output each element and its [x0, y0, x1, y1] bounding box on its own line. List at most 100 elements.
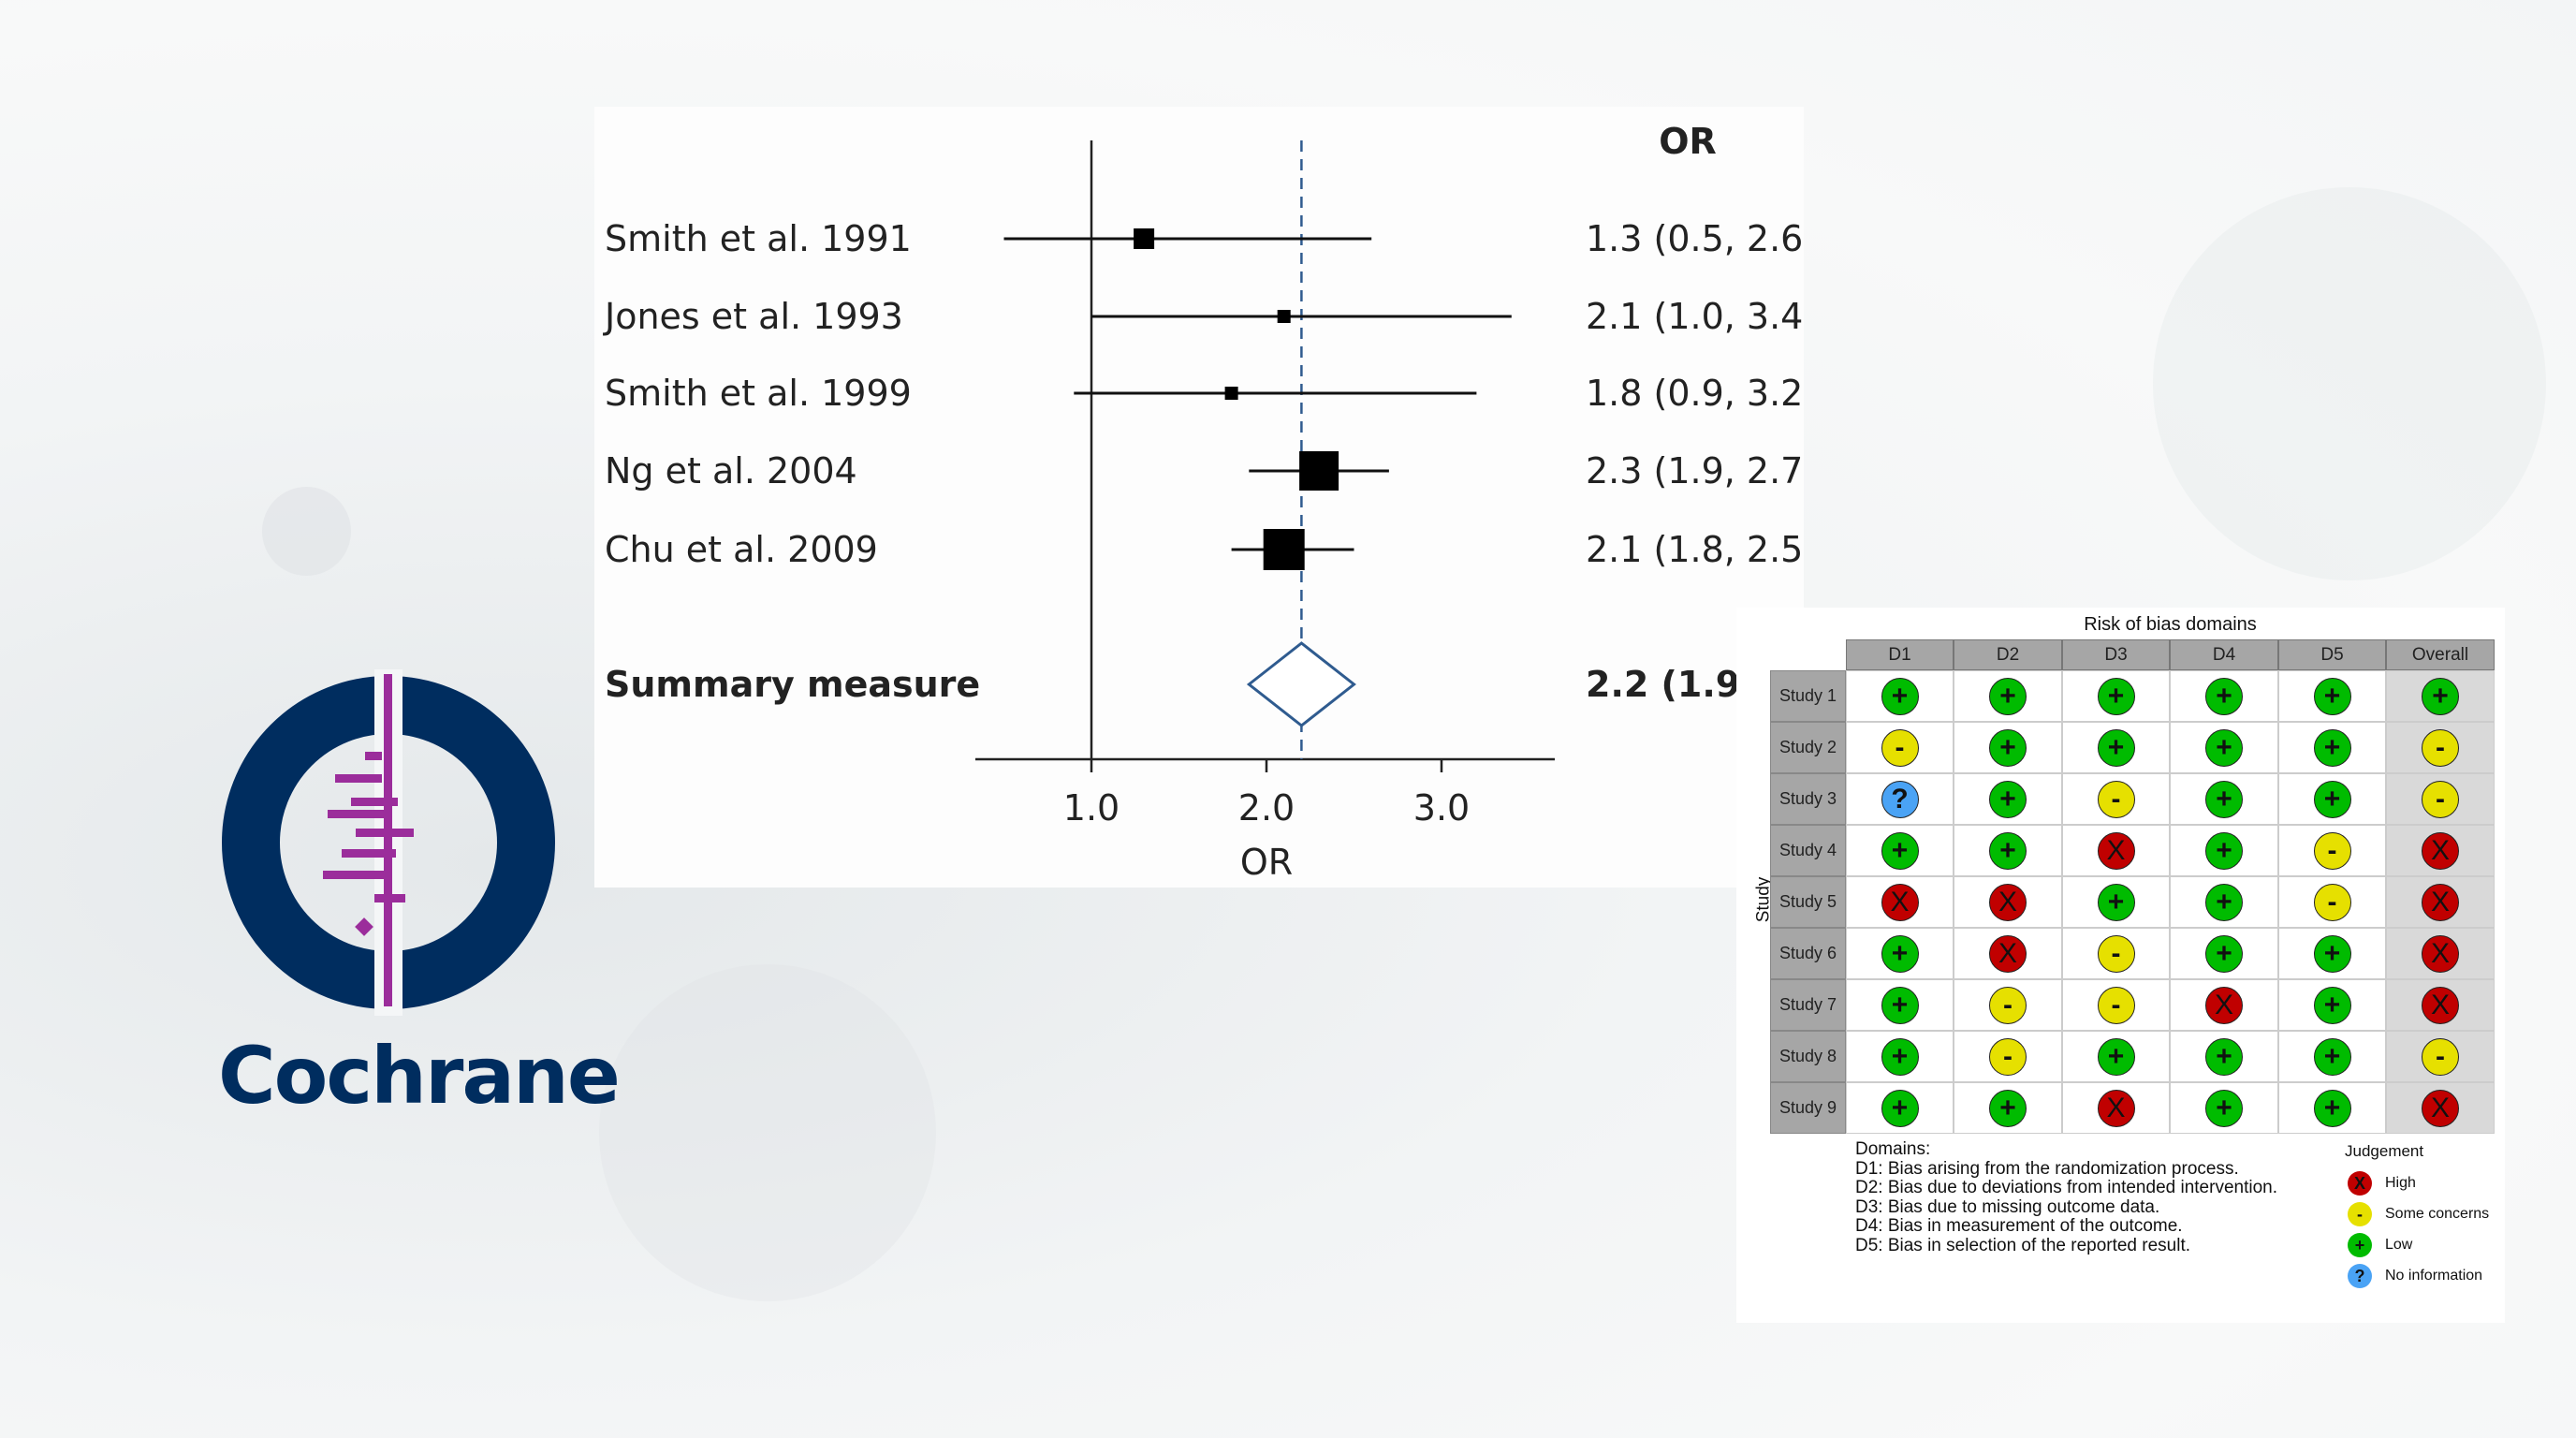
rob-row-label: Study 4 [1770, 825, 1846, 876]
rob-cell: + [1954, 1082, 2062, 1134]
background-decoration [2153, 187, 2546, 580]
rob-cell: + [1846, 1082, 1954, 1134]
rob-cell: + [2278, 928, 2386, 979]
rob-cell: + [1846, 670, 1954, 722]
rob-cell: - [2386, 1031, 2495, 1082]
study-label: Smith et al. 1991 [605, 218, 912, 259]
judgement-marker: + [2205, 831, 2243, 870]
legend-label: High [2385, 1175, 2416, 1191]
judgement-marker: + [2205, 728, 2243, 767]
judgement-marker: - [2422, 780, 2459, 818]
x-axis-label: OR [1240, 842, 1293, 883]
judgement-marker: + [1881, 677, 1919, 715]
judgement-marker: X [2422, 831, 2459, 870]
domain-d1: D1: Bias arising from the randomization … [1855, 1158, 2239, 1179]
estimate-text: 2.1 (1.8, 2.5) [1586, 529, 1804, 570]
rob-cell: + [2278, 670, 2386, 722]
judgement-legend-item: ? No information [2348, 1264, 2482, 1288]
judgement-marker: X [1989, 883, 2027, 921]
rob-row-label: Study 2 [1770, 722, 1846, 773]
judgement-marker: X [2097, 1089, 2135, 1127]
domain-d2: D2: Bias due to deviations from intended… [1855, 1178, 2277, 1197]
forest-plot-panel: 1.0 2.0 3.0 OR OR Smith et al. 1991 1.3 (0.5, … [594, 107, 1804, 888]
brand-name: Cochrane [218, 1030, 621, 1122]
point-estimate [1263, 529, 1305, 570]
judgement-marker: - [2313, 883, 2351, 921]
judgement-marker: + [2097, 728, 2135, 767]
rob-cell: + [2278, 1031, 2386, 1082]
domain-d4: D4: Bias in measurement of the outcome. [1855, 1216, 2183, 1236]
judgement-marker: X [1881, 883, 1919, 921]
rob-cell: + [2170, 722, 2278, 773]
rob-cell: - [2062, 773, 2170, 825]
judgement-marker: - [2313, 831, 2351, 870]
judgement-legend-item: + Low [2348, 1233, 2412, 1257]
judgement-marker: ? [1881, 780, 1919, 818]
rob-cell: X [2386, 825, 2495, 876]
estimate-text: 1.3 (0.5, 2.6) [1586, 218, 1804, 259]
domains-legend: Domains: D1: Bias arising from the rando… [1855, 1139, 2277, 1255]
judgement-marker: + [2313, 1089, 2351, 1127]
judgement-marker: + [2205, 883, 2243, 921]
judgement-marker: + [2097, 677, 2135, 715]
legend-label: Low [2385, 1237, 2413, 1253]
rob-cell: X [2386, 876, 2495, 928]
background-decoration [599, 964, 936, 1301]
judgement-marker: - [1989, 1037, 2027, 1076]
rob-title: Risk of bias domains [2084, 614, 2257, 635]
judgement-marker: + [1989, 1089, 2027, 1127]
rob-cell: + [2170, 928, 2278, 979]
judgement-marker: - [2097, 986, 2135, 1024]
judgement-marker: X [2097, 831, 2135, 870]
legend-label: No information [2385, 1268, 2483, 1284]
domain-d3: D3: Bias due to missing outcome data. [1855, 1196, 2160, 1217]
rob-cell: - [1954, 979, 2062, 1031]
judgement-marker: + [2097, 1037, 2135, 1076]
rob-cell: + [2062, 876, 2170, 928]
rob-cell: - [2386, 773, 2495, 825]
rob-column-header: Overall [2386, 639, 2495, 670]
judgement-marker: - [2097, 934, 2135, 973]
point-estimate [1277, 310, 1291, 323]
judgement-marker: + [1881, 986, 1919, 1024]
rob-cell: + [2170, 825, 2278, 876]
judgement-legend-title: Judgement [2345, 1142, 2424, 1160]
judgement-marker: + [2313, 934, 2351, 973]
forest-plot: 1.0 2.0 3.0 OR OR Smith et al. 1991 1.3 (0.5, … [603, 121, 1804, 883]
rob-cell: + [2170, 670, 2278, 722]
rob-cell: + [1954, 825, 2062, 876]
judgement-marker: + [1881, 831, 1919, 870]
legend-marker: + [2348, 1233, 2372, 1257]
rob-cell: + [1846, 825, 1954, 876]
rob-cell: + [2062, 1031, 2170, 1082]
judgement-marker: + [2313, 1037, 2351, 1076]
judgement-marker: + [2313, 780, 2351, 818]
judgement-marker: + [1989, 728, 2027, 767]
rob-cell: - [1954, 1031, 2062, 1082]
judgement-marker: - [2097, 780, 2135, 818]
rob-cell: - [2062, 979, 2170, 1031]
judgement-marker: - [1989, 986, 2027, 1024]
judgement-marker: + [1881, 934, 1919, 973]
rob-cell: + [2278, 1082, 2386, 1134]
rob-cell: + [2278, 722, 2386, 773]
judgement-marker: + [2313, 986, 2351, 1024]
judgement-legend-item: - Some concerns [2348, 1202, 2489, 1226]
judgement-marker: + [2205, 780, 2243, 818]
point-estimate [1224, 387, 1238, 400]
rob-cell: + [2170, 1082, 2278, 1134]
rob-cell: + [1954, 670, 2062, 722]
summary-text: 2.2 (1.9, [1586, 664, 1754, 705]
judgement-marker: X [1989, 934, 2027, 973]
judgement-marker: + [2205, 1089, 2243, 1127]
rob-row-label: Study 7 [1770, 979, 1846, 1031]
rob-cell: + [2062, 722, 2170, 773]
rob-cell: X [1846, 876, 1954, 928]
rob-cell: ? [1846, 773, 1954, 825]
rob-row-label: Study 6 [1770, 928, 1846, 979]
judgement-marker: + [2205, 1037, 2243, 1076]
rob-cell: + [1846, 1031, 1954, 1082]
judgement-marker: + [2313, 677, 2351, 715]
judgement-marker: X [2422, 883, 2459, 921]
judgement-marker: X [2422, 1089, 2459, 1127]
